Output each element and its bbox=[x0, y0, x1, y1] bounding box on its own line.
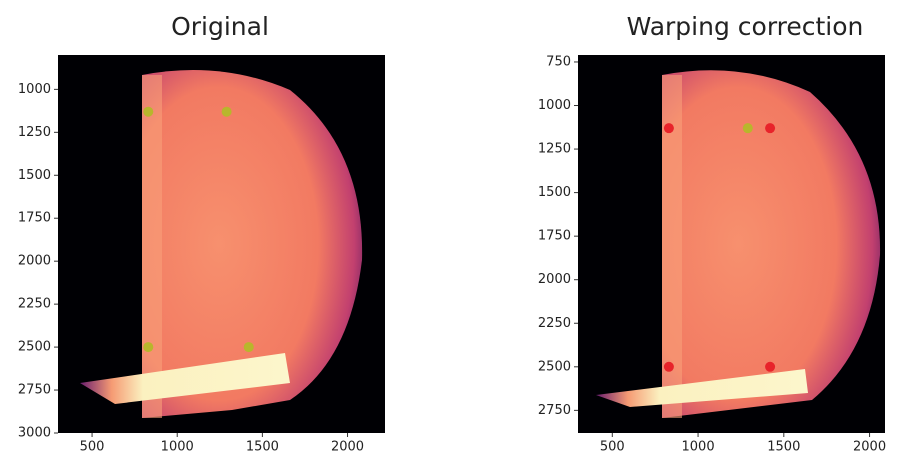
marker bbox=[243, 342, 254, 353]
marker bbox=[765, 361, 776, 372]
y-tick-label: 1500 bbox=[18, 168, 51, 183]
y-tick-label: 2750 bbox=[538, 403, 571, 418]
marker bbox=[663, 361, 674, 372]
marker bbox=[765, 123, 776, 134]
image-left bbox=[58, 55, 385, 433]
y-tick-label: 2500 bbox=[538, 359, 571, 374]
y-tick-label: 1000 bbox=[18, 82, 51, 97]
marker bbox=[221, 106, 232, 117]
x-tick-label: 1500 bbox=[767, 440, 800, 455]
y-tick-label: 1750 bbox=[18, 211, 51, 226]
x-tick-label: 500 bbox=[80, 440, 105, 455]
y-tick-label: 1250 bbox=[538, 142, 571, 157]
y-tick-label: 1750 bbox=[538, 229, 571, 244]
x-tick-label: 1000 bbox=[161, 440, 194, 455]
marker bbox=[143, 342, 154, 353]
y-tick-label: 2250 bbox=[538, 316, 571, 331]
y-tick-label: 2500 bbox=[18, 340, 51, 355]
marker bbox=[143, 106, 154, 117]
y-tick-label: 1000 bbox=[538, 98, 571, 113]
marker bbox=[742, 123, 753, 134]
y-tick-label: 2750 bbox=[18, 383, 51, 398]
y-tick-label: 750 bbox=[546, 54, 571, 69]
x-tick-label: 2000 bbox=[331, 440, 364, 455]
y-tick-label: 2000 bbox=[18, 254, 51, 269]
y-tick-label: 2250 bbox=[18, 297, 51, 312]
x-tick-label: 1000 bbox=[682, 440, 715, 455]
image-right bbox=[578, 55, 885, 433]
x-tick-label: 500 bbox=[600, 440, 625, 455]
chart-title: Warping correction bbox=[627, 12, 864, 41]
chart-title: Original bbox=[171, 12, 269, 41]
x-tick-label: 2000 bbox=[853, 440, 886, 455]
y-tick-label: 2000 bbox=[538, 272, 571, 287]
x-tick-label: 1500 bbox=[246, 440, 279, 455]
marker bbox=[663, 123, 674, 134]
y-tick-label: 3000 bbox=[18, 426, 51, 441]
y-tick-label: 1250 bbox=[18, 125, 51, 140]
y-tick-label: 1500 bbox=[538, 185, 571, 200]
